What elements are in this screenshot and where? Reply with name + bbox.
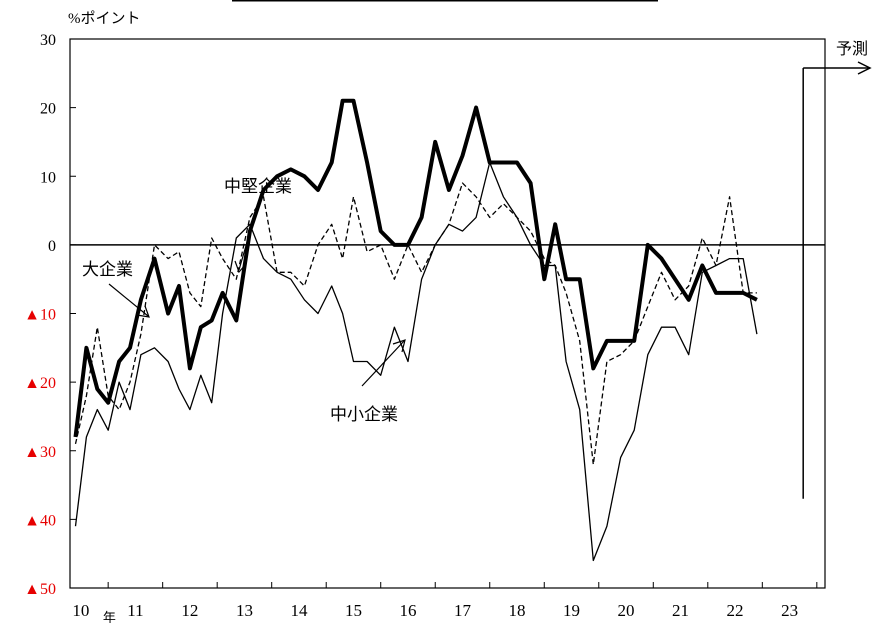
x-year-unit: 年 xyxy=(103,610,116,623)
annotation-chusho-arrow xyxy=(361,340,405,387)
y-tick-label: ▲20 xyxy=(24,375,56,392)
x-tick-label: 17 xyxy=(454,601,472,620)
annotations: 中堅企業 大企業 中小企業 xyxy=(82,177,406,424)
x-tick-label: 15 xyxy=(345,601,362,620)
x-tick-label: 18 xyxy=(509,601,526,620)
x-axis-ticks: 10 年 11 12 13 14 15 16 17 18 19 20 21 22 23 xyxy=(72,582,818,623)
annotation-chusho-arrowhead xyxy=(392,339,406,353)
x-tick-label: 21 xyxy=(672,601,689,620)
series-line-dashed xyxy=(74,182,757,466)
x-tick-label: 14 xyxy=(290,601,308,620)
series-line-bold xyxy=(73,98,758,438)
x-tick-label: 19 xyxy=(563,601,580,620)
y-tick-label: ▲30 xyxy=(24,444,56,461)
annotation-daikigyo-arrow xyxy=(108,283,149,317)
annotation-daikigyo: 大企業 xyxy=(82,260,133,279)
series-line-thin xyxy=(74,161,758,562)
x-tick-label: 16 xyxy=(399,601,416,620)
y-axis-unit-label: %ポイント xyxy=(68,10,141,27)
y-tick-label: ▲10 xyxy=(24,307,56,324)
annotation-chuken: 中堅企業 xyxy=(224,177,292,196)
annotation-chuken-arrowhead xyxy=(234,260,247,274)
y-tick-label: 30 xyxy=(40,32,56,49)
y-tick-label: ▲50 xyxy=(24,581,56,598)
forecast-marker: 予測 xyxy=(802,40,872,499)
annotation-chuken-arrow xyxy=(238,196,261,271)
y-tick-label: ▲40 xyxy=(24,512,56,529)
x-tick-label: 11 xyxy=(127,601,143,620)
y-axis-ticks: 30 20 10 0 ▲10 ▲20 ▲30 ▲40 ▲50 xyxy=(24,32,76,598)
series-group xyxy=(73,98,758,562)
x-tick-label: 10 xyxy=(72,601,89,620)
x-tick-label: 12 xyxy=(181,601,198,620)
x-tick-label: 23 xyxy=(781,601,798,620)
y-tick-label: 10 xyxy=(40,169,56,186)
x-tick-label: 22 xyxy=(727,601,744,620)
annotation-daikigyo-arrowhead xyxy=(136,305,150,318)
x-tick-label: 13 xyxy=(236,601,253,620)
annotation-chusho: 中小企業 xyxy=(330,405,398,424)
forecast-arrowhead xyxy=(857,61,872,75)
x-tick-label: 20 xyxy=(618,601,635,620)
y-tick-label: 0 xyxy=(48,238,56,255)
y-tick-label: 20 xyxy=(40,101,56,118)
forecast-label: 予測 xyxy=(836,40,868,58)
